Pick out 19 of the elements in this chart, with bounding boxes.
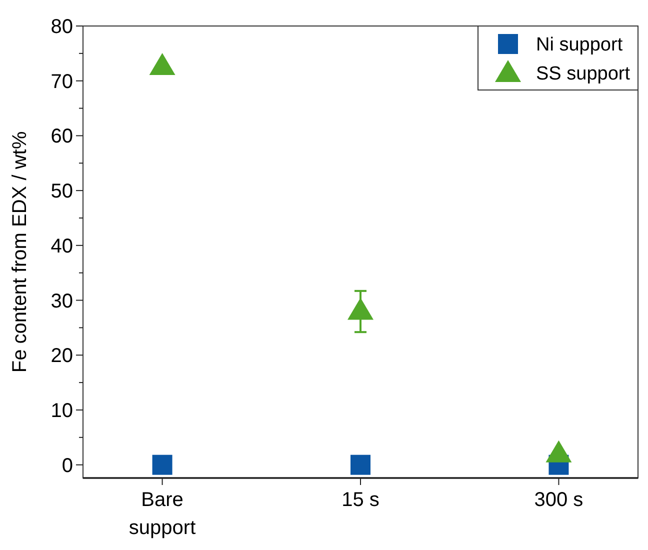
y-axis-title: Fe content from EDX / wt%: [9, 131, 31, 373]
point: [149, 53, 176, 76]
y-tick-label: 40: [50, 235, 73, 258]
y-tick-label: 80: [50, 16, 73, 38]
y-tick-label: 50: [50, 180, 73, 203]
y-tick-label: 60: [50, 126, 73, 148]
x-tick-label: 15 s: [342, 489, 380, 511]
y-tick-label: 70: [50, 70, 73, 93]
y-tick-label: 20: [50, 345, 73, 368]
point: [152, 454, 172, 475]
x-tick-label: Bare support: [128, 489, 196, 539]
point: [350, 454, 370, 475]
y-tick-label: 0: [62, 454, 73, 477]
y-tick-label: 30: [50, 290, 73, 312]
y-tick-label: 10: [50, 400, 73, 422]
legend-label: Ni support: [536, 34, 624, 56]
point: [348, 298, 374, 320]
legend-label: SS support: [536, 64, 631, 85]
x-tick-label: 300 s: [534, 489, 584, 511]
